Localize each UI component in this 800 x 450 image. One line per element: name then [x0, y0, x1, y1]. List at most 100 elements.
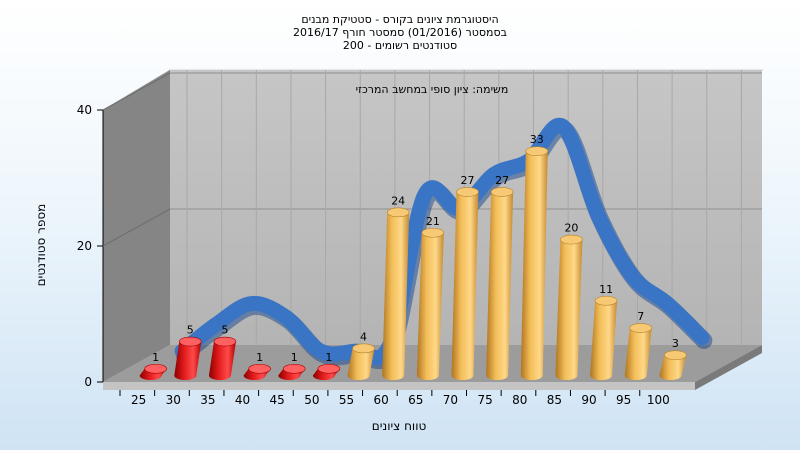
bar-65 — [416, 227, 445, 381]
value-label: 33 — [530, 133, 544, 146]
x-tick-label: 90 — [581, 393, 596, 407]
distribution-curve — [174, 117, 710, 366]
bar-50 — [312, 363, 341, 381]
value-label: 21 — [426, 215, 440, 228]
value-label: 11 — [599, 283, 613, 296]
chart-subtitle-students: סטודנטים רשומים - 200 — [342, 39, 458, 52]
bar-body — [382, 212, 410, 381]
bar-body — [659, 355, 687, 381]
bar-top — [594, 295, 618, 306]
floor-front-edge — [103, 382, 695, 390]
floor-right-edge — [695, 345, 762, 390]
bar-body — [243, 368, 271, 381]
x-tick-label: 100 — [647, 393, 670, 407]
value-label: 20 — [564, 222, 578, 235]
bar-100 — [659, 350, 687, 381]
value-label: 3 — [672, 337, 679, 350]
bar-top — [490, 187, 514, 197]
x-tick-label: 25 — [131, 393, 146, 407]
value-label: 5 — [187, 324, 194, 337]
bar-body — [590, 300, 618, 381]
bar-60 — [382, 207, 410, 381]
bar-body — [451, 191, 479, 381]
x-axis-title: טווח ציונים — [372, 419, 427, 433]
x-tick-label: 80 — [512, 393, 527, 407]
x-tick-label: 65 — [408, 393, 423, 407]
bar-body — [278, 368, 306, 381]
bar-top — [317, 363, 341, 374]
value-label: 7 — [637, 310, 644, 323]
chart-subtitle-semester: בסמסטר (01/2016) סמסטר חורף 2016/17 — [293, 26, 507, 39]
value-label: 1 — [325, 351, 332, 364]
x-tick-label: 60 — [374, 393, 389, 407]
chart-inner-subtitle: משימה: ציון סופי במחשב המרכזי — [356, 83, 509, 96]
bar-45 — [278, 363, 306, 381]
x-tick-label: 85 — [547, 393, 562, 407]
bar-30 — [174, 336, 202, 381]
bar-top — [144, 363, 167, 374]
bar-top — [282, 363, 306, 374]
y-tick-label: 40 — [77, 103, 92, 117]
bar-body — [520, 151, 548, 381]
bar-body — [174, 341, 202, 381]
x-tick-label: 95 — [616, 393, 631, 407]
x-tick-label: 30 — [166, 393, 181, 407]
bar-top — [213, 336, 237, 347]
bar-top — [664, 350, 687, 360]
y-tick-label: 20 — [77, 239, 92, 253]
bar-top — [560, 234, 583, 245]
bars-layer — [139, 146, 687, 381]
bar-body — [416, 232, 444, 381]
value-label: 1 — [256, 351, 263, 364]
x-tick-label: 45 — [270, 393, 285, 407]
value-label: 24 — [391, 194, 405, 207]
bar-body — [208, 341, 236, 381]
bar-90 — [590, 295, 618, 381]
chart-title: היסטוגרמת ציונים בקורס - סטטיקת מבנים — [301, 13, 499, 26]
value-label: 27 — [495, 174, 509, 187]
x-tick-label: 35 — [200, 393, 215, 407]
value-label: 5 — [221, 324, 228, 337]
bar-top — [352, 343, 375, 354]
bar-25 — [139, 363, 167, 381]
x-tick-label: 40 — [235, 393, 250, 407]
curve-layer — [174, 117, 713, 370]
bar-body — [624, 327, 652, 381]
x-tick-label: 75 — [477, 393, 492, 407]
bar-top — [248, 363, 271, 374]
gridline-left — [102, 72, 171, 111]
bar-body — [555, 239, 583, 381]
bar-35 — [208, 336, 237, 381]
plot-left-wall — [103, 70, 170, 382]
bar-40 — [243, 363, 271, 381]
bar-80 — [520, 146, 549, 381]
bar-top — [178, 336, 202, 347]
y-axis-title: מספר סטודנטים — [34, 204, 48, 287]
bar-body — [486, 191, 514, 381]
bar-top — [525, 146, 549, 156]
bar-top — [421, 227, 445, 238]
bar-top — [629, 323, 653, 333]
x-tick-label: 55 — [339, 393, 354, 407]
value-label: 1 — [152, 351, 159, 364]
bar-top — [456, 187, 479, 197]
value-label: 27 — [460, 174, 474, 187]
value-label: 4 — [360, 330, 367, 343]
x-tick-label: 70 — [443, 393, 458, 407]
value-label: 1 — [291, 351, 298, 364]
y-tick-label: 0 — [84, 375, 92, 389]
bar-body — [347, 348, 375, 381]
gridline-left — [102, 208, 171, 247]
bar-75 — [486, 187, 514, 381]
bar-body — [139, 368, 167, 381]
bar-70 — [451, 187, 479, 381]
bar-55 — [347, 343, 375, 381]
bar-body — [312, 368, 340, 381]
x-tick-label: 50 — [304, 393, 319, 407]
bar-top — [386, 207, 410, 218]
bar-85 — [555, 234, 583, 381]
